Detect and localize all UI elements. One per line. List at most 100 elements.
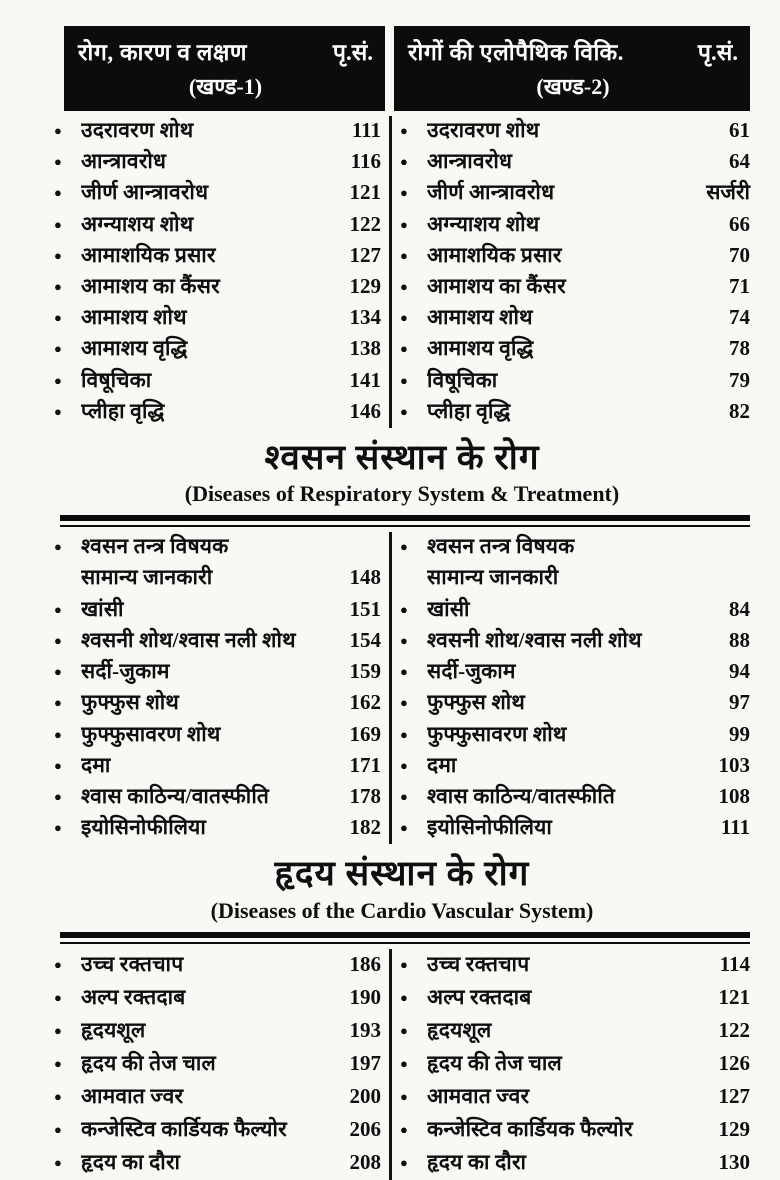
bullet-icon: ● — [54, 154, 62, 170]
toc-item-page: 79 — [729, 367, 750, 392]
toc-row: ● अल्प रक्तदाब 121 — [400, 982, 750, 1015]
toc-item-label: विषूचिका — [81, 367, 152, 392]
toc-item-page: 122 — [718, 1017, 751, 1042]
toc-row: ● इयोसिनोफीलिया 111 — [400, 813, 750, 844]
column-divider — [389, 948, 392, 1180]
bullet-icon: ● — [54, 341, 62, 357]
toc-item-label: खांसी — [427, 596, 470, 621]
toc-item-page: 206 — [349, 1116, 382, 1141]
toc-item-page: 78 — [729, 336, 750, 361]
toc-item-label: फुफ्फुसावरण शोथ — [81, 721, 221, 746]
section-abdominal-right-column: ● उदरावरण शोथ 61 ● आन्त्रावरोध 64 ● जीर्… — [400, 116, 750, 428]
toc-item-page: 141 — [349, 367, 382, 392]
header-khand1: रोग, कारण व लक्षण पृ.सं. (खण्ड-1) — [64, 26, 385, 111]
toc-item-page: 208 — [349, 1149, 382, 1174]
header-khand2-pagecol: पृ.सं. — [697, 40, 738, 65]
bullet-icon: ● — [54, 1055, 62, 1071]
bullet-icon: ● — [54, 123, 62, 138]
toc-item-label: जीर्ण आन्त्रावरोध — [427, 180, 555, 205]
toc-item-label: इयोसिनोफीलिया — [427, 815, 552, 840]
toc-item-label: अग्न्याशय शोथ — [427, 211, 540, 236]
toc-item-page: 182 — [349, 815, 382, 840]
toc-item-label: कन्जेस्टिव कार्डियक फैल्योर — [427, 1116, 633, 1141]
toc-page: रोग, कारण व लक्षण पृ.सं. (खण्ड-1) रोगों … — [54, 26, 751, 1180]
toc-row: ● श्वसन तन्त्र विषयक — [54, 532, 381, 563]
bullet-icon: ● — [54, 279, 62, 295]
bullet-icon: ● — [400, 372, 408, 388]
header-khand2: रोगों की एलोपैथिक विकि. पृ.सं. (खण्ड-2) — [394, 26, 750, 111]
heading-cardio-english: (Diseases of the Cardio Vascular System) — [210, 897, 594, 923]
bullet-icon: ● — [54, 757, 62, 773]
bullet-icon: ● — [400, 632, 408, 648]
toc-item-label: प्लीहा वृद्धि — [427, 398, 511, 423]
bullet-icon: ● — [54, 956, 62, 972]
toc-item-label: उच्च रक्तचाप — [427, 951, 530, 976]
toc-item-label: सामान्य जानकारी — [427, 565, 559, 590]
toc-row: ● श्वास काठिन्य/वातस्फीति 108 — [400, 782, 750, 813]
toc-row: ● उदरावरण शोथ 61 — [400, 116, 750, 147]
toc-row: ● हृदय की तेज चाल 197 — [54, 1048, 381, 1081]
toc-row: ● आमाशय का कैंसर 71 — [400, 272, 750, 303]
toc-item-label: आमाशय वृद्धि — [427, 336, 534, 361]
toc-row: ● दमा 103 — [400, 751, 750, 782]
toc-row: ● खांसी 151 — [54, 595, 381, 626]
toc-row: ● खांसी 84 — [400, 595, 750, 626]
toc-row: ● श्वसन तन्त्र विषयक — [400, 532, 750, 563]
toc-row: ● आमवात ज्वर 127 — [400, 1081, 750, 1114]
bullet-icon: ● — [54, 632, 62, 648]
toc-item-label: फुफ्फुस शोथ — [81, 690, 179, 715]
header-khand2-part: (खण्ड-2) — [536, 74, 610, 99]
section-respiratory: ● श्वसन तन्त्र विषयक ● सामान्य जानकारी 1… — [54, 532, 750, 845]
bullet-icon: ● — [400, 310, 408, 326]
toc-row: ● जीर्ण आन्त्रावरोध 121 — [54, 178, 381, 209]
bullet-icon: ● — [400, 216, 408, 232]
toc-item-label: अग्न्याशय शोथ — [81, 211, 194, 236]
toc-row: ● आन्त्रावरोध 116 — [54, 147, 381, 178]
toc-row: ● आमाशय का कैंसर 129 — [54, 272, 381, 303]
toc-item-label: आन्त्रावरोध — [81, 149, 167, 174]
toc-item-label: खांसी — [81, 596, 124, 621]
toc-item-label: श्वसनी शोथ/श्वास नली शोथ — [81, 627, 296, 652]
toc-item-page: 159 — [349, 659, 382, 684]
toc-item-page: 148 — [349, 565, 382, 590]
toc-item-page: 169 — [349, 721, 382, 746]
toc-item-page: 116 — [350, 149, 381, 174]
bullet-icon: ● — [54, 989, 62, 1005]
toc-item-label: विषूचिका — [427, 367, 498, 392]
toc-item-page: 154 — [349, 627, 382, 652]
toc-row: ● सामान्य जानकारी — [400, 563, 750, 594]
toc-row: ● फुफ्फुसावरण शोथ 99 — [400, 720, 750, 751]
toc-row: ● विषूचिका 141 — [54, 366, 381, 397]
toc-row: ● इयोसिनोफीलिया 182 — [54, 813, 381, 844]
header-khand1-part: (खण्ड-1) — [188, 74, 263, 99]
toc-item-label: उदरावरण शोथ — [81, 118, 194, 142]
toc-item-label: हृदय का दौरा — [81, 1149, 181, 1174]
bullet-icon: ● — [400, 664, 408, 680]
bullet-icon: ● — [54, 1022, 62, 1038]
toc-item-label: आमाशयिक प्रसार — [81, 242, 216, 267]
toc-item-page: 151 — [349, 596, 382, 621]
toc-item-page: 138 — [349, 336, 382, 361]
toc-item-page: 66 — [729, 211, 750, 236]
header-khand1-pagecol: पृ.सं. — [332, 40, 373, 65]
toc-row: ● विषूचिका 79 — [400, 366, 750, 397]
toc-item-page: 71 — [729, 274, 750, 299]
bullet-icon: ● — [400, 1154, 408, 1170]
toc-row: ● आमाशय वृद्धि 138 — [54, 334, 381, 365]
toc-row: ● अग्न्याशय शोथ 66 — [400, 210, 750, 241]
toc-row: ● अल्प रक्तदाब 190 — [54, 982, 381, 1015]
toc-item-page: 111 — [720, 815, 750, 840]
heading-respiratory-hindi: श्वसन संस्थान के रोग — [264, 438, 540, 478]
toc-item-page: 126 — [718, 1050, 751, 1075]
toc-item-label: दमा — [427, 752, 457, 777]
toc-row: ● हृदय की तेज चाल 126 — [400, 1048, 750, 1081]
bullet-icon: ● — [54, 726, 62, 742]
double-rule — [60, 515, 750, 528]
toc-item-page: 114 — [719, 951, 750, 976]
bullet-icon: ● — [400, 1055, 408, 1071]
double-rule — [60, 931, 750, 944]
toc-item-label: प्लीहा वृद्धि — [81, 398, 165, 423]
toc-item-page: 129 — [718, 1116, 751, 1141]
toc-row: ● उच्च रक्तचाप 186 — [54, 949, 381, 982]
toc-item-label: आमाशयिक प्रसार — [427, 242, 562, 267]
